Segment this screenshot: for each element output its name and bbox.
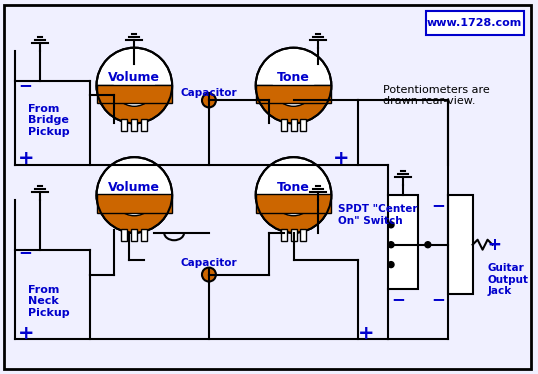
Bar [96,85,172,104]
Bar [291,229,296,241]
Bar [141,119,147,131]
Text: −: − [18,77,32,95]
Bar [256,194,331,213]
Text: Volume: Volume [108,71,160,84]
Text: Volume: Volume [108,181,160,193]
Bar [301,229,307,241]
Text: Tone: Tone [277,71,310,84]
Circle shape [425,242,431,248]
Text: Capacitor: Capacitor [181,89,237,98]
Bar [256,85,331,104]
Text: Capacitor: Capacitor [181,258,237,268]
Text: +: + [334,149,350,168]
Wedge shape [256,86,331,123]
Text: +: + [18,149,34,168]
Circle shape [202,94,216,107]
Circle shape [388,262,394,267]
Bar [141,229,147,241]
Bar [281,229,287,241]
Text: Potentiometers are
drawn rear-view.: Potentiometers are drawn rear-view. [383,85,490,106]
Bar [448,195,472,294]
Circle shape [202,267,216,282]
Circle shape [256,48,331,123]
Bar [122,119,128,131]
Text: −: − [431,196,445,214]
Wedge shape [256,195,331,233]
Circle shape [96,157,172,233]
Text: www.1728.com: www.1728.com [427,18,522,28]
Text: Tone: Tone [277,181,310,193]
Text: −: − [431,291,445,309]
Circle shape [388,242,394,248]
Bar [96,194,172,213]
Bar [301,119,307,131]
Bar [281,119,287,131]
Wedge shape [96,195,172,233]
Bar [291,119,296,131]
Circle shape [256,157,331,233]
Circle shape [388,222,394,228]
Text: From
Bridge
Pickup: From Bridge Pickup [28,104,69,137]
Text: From
Neck
Pickup: From Neck Pickup [28,285,69,318]
Circle shape [96,48,172,123]
Text: +: + [358,324,374,343]
Text: −: − [18,243,32,261]
Text: +: + [487,236,501,254]
Bar [131,119,137,131]
Bar [131,229,137,241]
Text: +: + [18,324,34,343]
Wedge shape [96,86,172,123]
Text: Guitar
Output
Jack: Guitar Output Jack [487,263,528,296]
Text: SPDT "Center
On" Switch: SPDT "Center On" Switch [338,204,418,226]
Bar [388,195,418,289]
FancyBboxPatch shape [426,11,525,35]
Text: +: + [487,236,501,254]
Bar [122,229,128,241]
Text: −: − [391,291,405,309]
